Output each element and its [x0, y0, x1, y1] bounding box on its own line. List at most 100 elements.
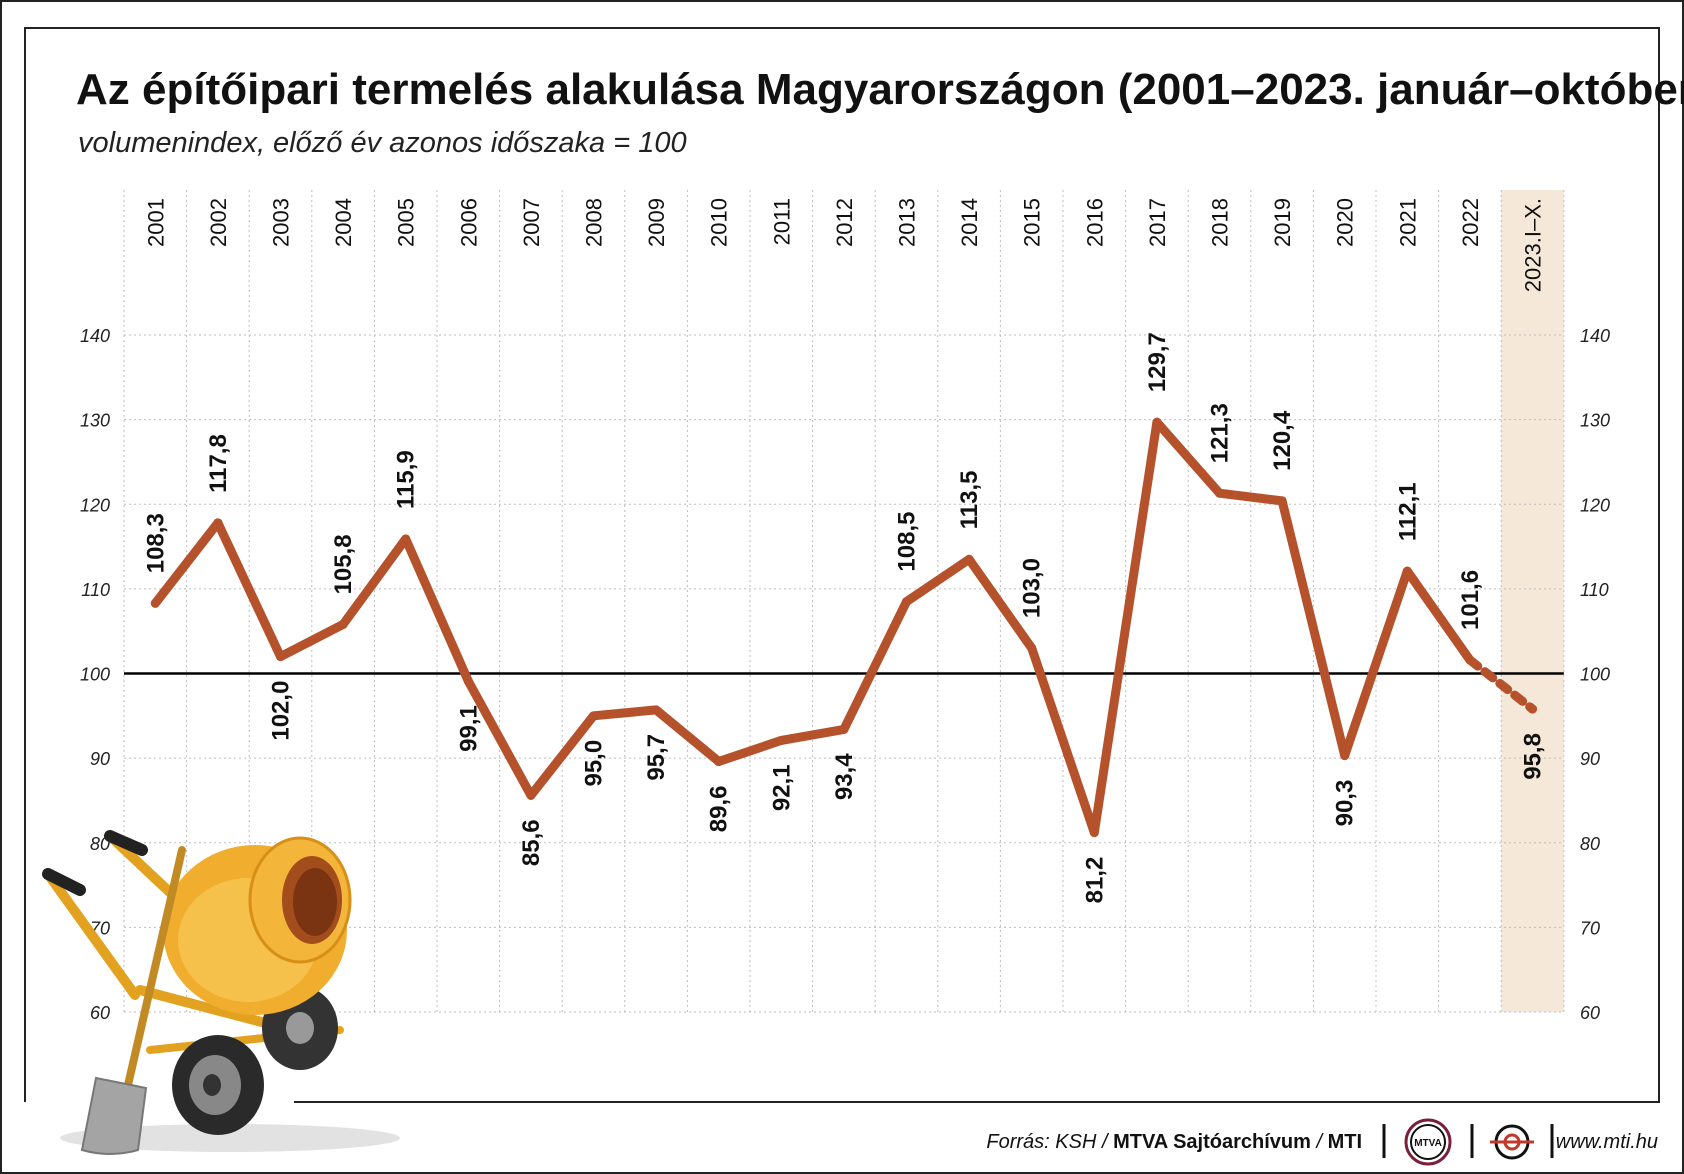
x-tick-label: 2020 — [1333, 198, 1358, 247]
concrete-mixer-illustration — [42, 830, 400, 1155]
data-label: 102,0 — [268, 681, 295, 741]
data-point — [1528, 704, 1537, 714]
data-label: 120,4 — [1269, 410, 1296, 471]
website-link: www.mti.hu — [1556, 1131, 1658, 1153]
x-tick-label: 2019 — [1270, 198, 1295, 247]
highlight-band — [1501, 190, 1564, 1012]
source-separator: / — [1311, 1131, 1328, 1153]
x-tick-label: 2013 — [895, 198, 920, 247]
data-label: 108,5 — [894, 512, 921, 572]
series-line-dashed — [1465, 655, 1537, 714]
y-tick-label: 60 — [90, 1003, 110, 1023]
data-label: 99,1 — [455, 705, 482, 752]
data-label: 115,9 — [393, 450, 420, 509]
x-tick-label: 2009 — [644, 198, 669, 247]
x-tick-label: 2002 — [206, 198, 231, 247]
y-tick-label: 120 — [80, 495, 110, 515]
data-label: 95,8 — [1520, 733, 1547, 780]
data-label: 117,8 — [205, 434, 232, 493]
y-tick-label: 140 — [80, 326, 110, 346]
source-text: Forrás: KSH / MTVA Sajtóarchívum / MTI — [986, 1131, 1362, 1153]
x-tick-label: 2007 — [519, 198, 544, 247]
data-point — [651, 705, 661, 715]
data-label: 129,7 — [1144, 332, 1171, 392]
data-point — [463, 676, 473, 686]
data-point — [401, 534, 411, 544]
chart-subtitle: volumenindex, előző év azonos időszaka =… — [78, 127, 687, 159]
x-tick-label: 2023.I–X. — [1521, 198, 1546, 292]
data-point — [213, 518, 223, 528]
y-tick-label: 130 — [80, 411, 110, 431]
data-point — [338, 619, 348, 629]
data-point — [1027, 643, 1037, 653]
data-label: 105,8 — [330, 534, 357, 594]
series-line — [150, 417, 1537, 838]
x-tick-label: 2011 — [769, 198, 794, 245]
x-tick-label: 2010 — [707, 198, 732, 247]
data-label: 90,3 — [1332, 780, 1359, 827]
y-tick-label: 90 — [90, 749, 110, 769]
data-label: 89,6 — [706, 786, 733, 833]
x-tick-label: 2008 — [582, 198, 607, 247]
x-tick-label: 2021 — [1395, 198, 1420, 247]
data-point — [1277, 496, 1287, 506]
data-point — [589, 711, 598, 721]
mtva-logo-text: MTVA — [1414, 1138, 1442, 1149]
y-tick-label: 70 — [1580, 918, 1600, 938]
data-point — [964, 554, 974, 564]
data-labels: 108,3 117,8 102,0 105,8 115,9 99,1 85,6 95,0 95,… — [142, 332, 1546, 903]
x-tick-label: 2004 — [331, 198, 356, 247]
data-point — [1465, 655, 1475, 665]
data-point — [1152, 417, 1162, 427]
y-tick-label: 110 — [1580, 580, 1609, 600]
x-tick-label: 2022 — [1458, 198, 1483, 247]
data-label: 113,5 — [956, 471, 983, 530]
data-label: 95,7 — [643, 734, 670, 781]
y-tick-label: 100 — [80, 665, 110, 685]
data-point — [276, 652, 285, 662]
y-tick-label: 90 — [1580, 749, 1600, 769]
x-tick-label: 2012 — [832, 198, 857, 247]
series-line-solid — [150, 417, 1475, 838]
data-point — [839, 724, 849, 734]
data-point — [902, 597, 911, 607]
data-point — [1402, 566, 1412, 576]
y-tick-label: 140 — [1580, 326, 1610, 346]
data-point — [1340, 751, 1350, 761]
data-point — [1089, 828, 1099, 838]
chart-title: Az építőipari termelés alakulása Magyaro… — [76, 65, 1684, 114]
x-tick-label: 2016 — [1082, 198, 1107, 247]
y-axis-right: 60 70 80 90 100 110 120 130 140 — [1580, 326, 1610, 1023]
source-prefix: Forrás: KSH / — [986, 1131, 1113, 1153]
data-label: 103,0 — [1019, 558, 1046, 618]
y-tick-label: 60 — [1580, 1003, 1600, 1023]
data-point — [1215, 488, 1224, 498]
data-label: 121,3 — [1207, 403, 1234, 463]
data-label: 101,6 — [1457, 570, 1484, 630]
y-tick-label: 130 — [1580, 411, 1610, 431]
x-tick-label: 2015 — [1020, 198, 1045, 247]
data-label: 108,3 — [142, 513, 169, 573]
data-point — [526, 790, 536, 800]
data-point — [776, 735, 786, 745]
x-tick-label: 2003 — [269, 198, 294, 247]
mti-logo-icon — [1490, 1124, 1534, 1160]
footer: Forrás: KSH / MTVA Sajtóarchívum / MTI M… — [986, 1118, 1658, 1166]
data-label: 85,6 — [518, 819, 545, 866]
x-tick-label: 2018 — [1208, 198, 1233, 247]
x-tick-label: 2014 — [957, 198, 982, 247]
x-axis-categories: 2001 2002 2003 2004 2005 2006 2007 2008 2009 2010… — [143, 198, 1545, 292]
data-label: 93,4 — [831, 753, 858, 800]
data-label: 112,1 — [1394, 482, 1421, 541]
data-point — [714, 757, 724, 767]
x-tick-label: 2006 — [456, 198, 481, 247]
y-tick-label: 110 — [81, 580, 110, 600]
source-org: MTI — [1328, 1131, 1362, 1153]
y-tick-label: 100 — [1580, 665, 1610, 685]
x-tick-label: 2001 — [143, 198, 168, 247]
highlight-band-layer — [1501, 190, 1564, 1012]
y-tick-label: 120 — [1580, 495, 1610, 515]
x-tick-label: 2017 — [1145, 198, 1170, 247]
data-label: 92,1 — [768, 764, 795, 811]
